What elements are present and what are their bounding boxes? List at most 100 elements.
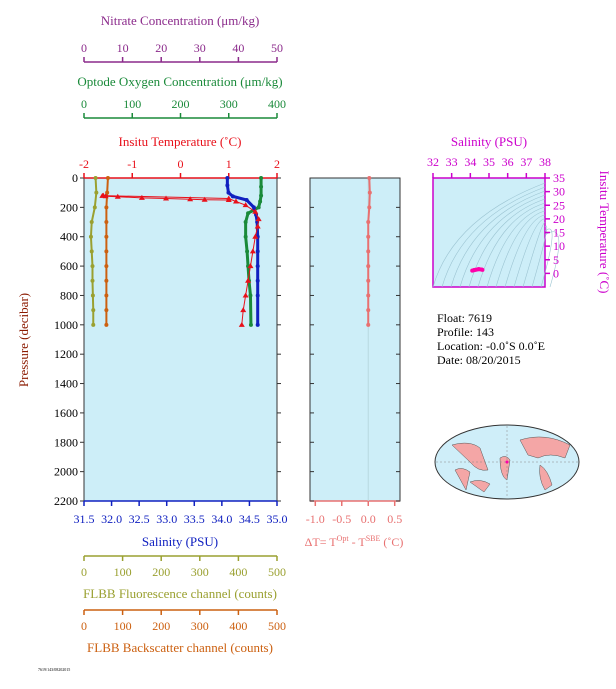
fluorescence-point (91, 322, 96, 327)
temperature-point (255, 216, 262, 222)
salinity-point (255, 264, 260, 269)
nitrate-tick-label: 50 (271, 41, 283, 55)
pressure-tick-label: 800 (60, 288, 78, 302)
salinity-point (255, 322, 260, 327)
backscatter-point (104, 249, 109, 254)
salinity-tick-label: 33.5 (184, 512, 205, 526)
fluorescence-tick-label: 200 (152, 565, 170, 579)
ts-xtick-label: 32 (427, 155, 439, 169)
delta-t-tick-label: -0.5 (332, 512, 351, 526)
ts-xtick-label: 33 (446, 155, 458, 169)
fluorescence-point (94, 190, 99, 195)
ts-contour (486, 206, 546, 288)
temperature-tick-label: -2 (79, 157, 89, 171)
delta-t-point (366, 278, 371, 283)
backscatter-point (104, 264, 109, 269)
ts-ytick-label: 20 (553, 212, 565, 226)
salinity-point (244, 198, 249, 203)
oxygen-point (259, 193, 264, 198)
info-profile: Profile: 143 (437, 325, 494, 339)
salinity-tick-label: 31.5 (74, 512, 95, 526)
temperature-point (247, 263, 254, 269)
backscatter-tick-label: 500 (268, 619, 286, 633)
delta-t-ticks: -1.0 -0.5 0.0 0.5 (306, 177, 402, 526)
pressure-tick-label: 2000 (54, 465, 78, 479)
temperature-point (187, 196, 194, 202)
salinity-point (251, 205, 256, 210)
ts-xtick-label: 34 (464, 155, 476, 169)
nitrate-tick-label: 40 (232, 41, 244, 55)
oxygen-point (245, 249, 250, 254)
salinity-point (255, 293, 260, 298)
delta-t-point (366, 308, 371, 313)
temperature-point (163, 195, 170, 201)
oxygen-tick-label: 0 (81, 97, 87, 111)
ts-xtick-label: 35 (483, 155, 495, 169)
salinity-point (255, 278, 260, 283)
oxygen-point (248, 322, 253, 327)
fluorescence-tick-label: 300 (191, 565, 209, 579)
temperature-point (238, 321, 245, 327)
delta-t-tick-label: 0.0 (361, 512, 376, 526)
ts-plot-area (432, 177, 546, 288)
ts-contour (459, 194, 546, 288)
pressure-tick-label: 1800 (54, 435, 78, 449)
temperature-tick-label: 0 (178, 157, 184, 171)
backscatter-point (104, 293, 109, 298)
fluorescence-tick-label: 0 (81, 565, 87, 579)
oxygen-point (246, 211, 251, 216)
delta-t-point (366, 234, 371, 239)
temperature-point (138, 194, 145, 200)
pressure-tick-label: 1000 (54, 318, 78, 332)
salinity-point (225, 176, 230, 180)
ts-xtick-label: 36 (502, 155, 514, 169)
backscatter-axis-label: FLBB Backscatter channel (counts) (87, 640, 273, 655)
oxygen-point (256, 205, 261, 210)
pressure-tick-label: 600 (60, 259, 78, 273)
temperature-point (245, 277, 252, 283)
backscatter-tick-label: 200 (152, 619, 170, 633)
ts-contour (477, 202, 546, 288)
ts-contour (522, 222, 546, 288)
salinity-tick-label: 33.0 (156, 512, 177, 526)
temperature-point (242, 202, 249, 208)
info-date: Date: 08/20/2015 (437, 353, 521, 367)
ts-density-contours (432, 182, 560, 288)
temperature-tick-label: -1 (127, 157, 137, 171)
main-plot-series (88, 176, 264, 327)
salinity-tick-label: 34.0 (211, 512, 232, 526)
backscatter-point (104, 308, 109, 313)
main-plot-area (83, 177, 278, 502)
temperature-point (254, 223, 261, 229)
ts-xtick-label: 38 (539, 155, 551, 169)
world-map (434, 424, 580, 500)
oxygen-axis-label: Optode Oxygen Concentration (μm/kg) (77, 74, 282, 89)
temperature-point (201, 196, 208, 202)
ts-ytick-label: 10 (553, 239, 565, 253)
ts-ytick-label: 25 (553, 198, 565, 212)
delta-t-axis-label: ΔT= TOpt - TSBE (˚C) (305, 534, 404, 549)
pressure-axis-label: Pressure (decibar) (16, 293, 31, 387)
backscatter-tick-label: 100 (114, 619, 132, 633)
delta-t-tick-label: 0.5 (387, 512, 402, 526)
delta-t-point (366, 322, 371, 327)
oxygen-point (243, 220, 248, 225)
delta-t-point (367, 190, 372, 195)
salinity-tick-label: 35.0 (267, 512, 288, 526)
backscatter-point (104, 278, 109, 283)
salinity-point (255, 249, 260, 254)
temperature-point (225, 195, 232, 201)
fluorescence-tick-label: 400 (229, 565, 247, 579)
salinity-tick-label: 32.5 (129, 512, 150, 526)
oxygen-tick-label: 400 (268, 97, 286, 111)
delta-t-point (366, 249, 371, 254)
nitrate-tick-label: 20 (155, 41, 167, 55)
delta-t-point (366, 220, 371, 225)
ts-contour (540, 228, 553, 288)
fluorescence-point (90, 293, 95, 298)
temperature-point (242, 292, 249, 298)
main-plot-ticks: 0200400600800100012001400160018002000220… (54, 41, 288, 633)
ts-contour (531, 225, 548, 288)
